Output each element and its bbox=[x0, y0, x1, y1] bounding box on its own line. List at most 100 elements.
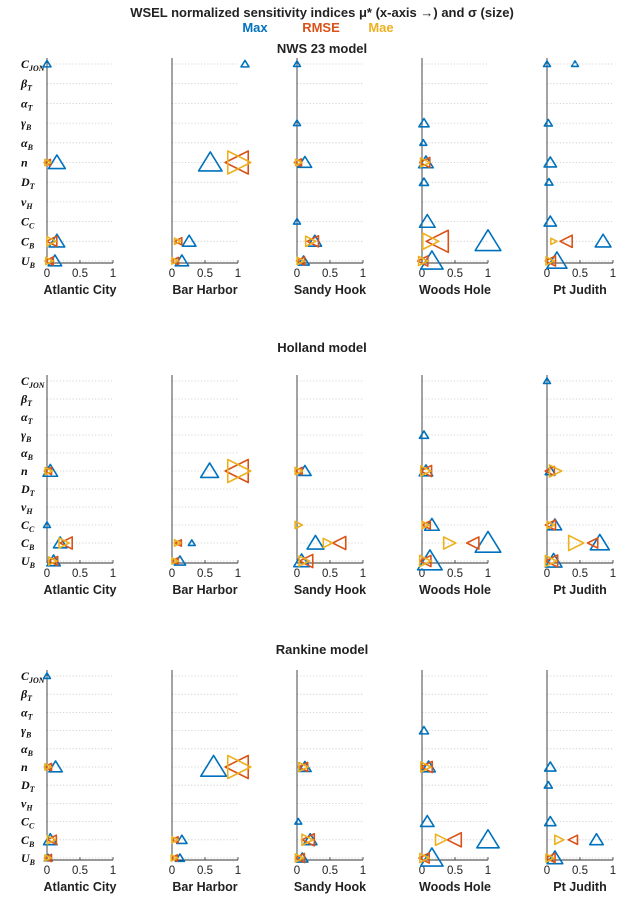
marker-mae bbox=[550, 237, 558, 246]
marker-mae bbox=[44, 256, 54, 266]
parameter-label: CB bbox=[21, 536, 35, 552]
marker-mae bbox=[544, 554, 558, 568]
marker-mae bbox=[419, 852, 430, 864]
marker-mae bbox=[419, 465, 432, 477]
marker-max bbox=[542, 377, 552, 385]
x-tick-label: 1 bbox=[235, 568, 241, 580]
model-title: Rankine model bbox=[276, 642, 368, 657]
x-tick-label: 0 bbox=[294, 268, 300, 280]
parameter-label: βT bbox=[20, 687, 33, 703]
marker-mae bbox=[567, 534, 585, 552]
site-label: Woods Hole bbox=[419, 583, 491, 597]
parameter-label: CC bbox=[21, 815, 35, 831]
model-row-2: Rankine model CJON βT αT γB αB n DT νH CC CB UB 0 0.5… bbox=[20, 642, 616, 894]
site-label: Sandy Hook bbox=[294, 583, 366, 597]
marker-mae bbox=[44, 854, 52, 862]
panel-atlantic-city: 0 0.5 1 Atlantic City bbox=[42, 58, 580, 297]
marker-rmse bbox=[425, 229, 450, 254]
marker-rmse bbox=[306, 234, 320, 248]
marker-mae bbox=[546, 520, 556, 530]
x-tick-label: 1 bbox=[485, 268, 491, 280]
site-label: Atlantic City bbox=[44, 283, 117, 297]
x-tick-label: 0.5 bbox=[197, 568, 213, 580]
x-tick-label: 0.5 bbox=[447, 865, 463, 877]
parameter-label: νH bbox=[21, 500, 33, 516]
marker-max bbox=[418, 177, 430, 187]
x-tick-label: 0.5 bbox=[72, 865, 88, 877]
x-tick-label: 0 bbox=[169, 268, 175, 280]
panel-atlantic-city: 0 0.5 1 Atlantic City bbox=[42, 375, 117, 597]
parameter-label: DT bbox=[20, 778, 36, 794]
panel-sandy-hook: 0 0.5 1 Sandy Hook bbox=[292, 58, 366, 297]
panel-woods-hole: 0 0.5 1 Woods Hole bbox=[416, 58, 502, 297]
model-title: Holland model bbox=[277, 340, 367, 355]
parameter-label: DT bbox=[20, 482, 36, 498]
site-label: Bar Harbor bbox=[172, 283, 237, 297]
marker-mae bbox=[421, 520, 431, 530]
parameter-label: n bbox=[21, 156, 28, 170]
x-tick-label: 1 bbox=[110, 268, 116, 280]
marker-max bbox=[594, 233, 612, 248]
x-tick-label: 0 bbox=[169, 865, 175, 877]
marker-max bbox=[543, 118, 554, 127]
marker-max bbox=[42, 672, 52, 680]
marker-mae bbox=[46, 235, 57, 247]
marker-max bbox=[306, 534, 325, 550]
marker-max bbox=[42, 59, 52, 68]
marker-rmse bbox=[559, 234, 573, 249]
marker-mae bbox=[294, 466, 304, 476]
marker-mae bbox=[44, 763, 52, 771]
marker-mae bbox=[171, 557, 179, 565]
marker-mae bbox=[226, 754, 252, 780]
x-tick-label: 1 bbox=[610, 568, 616, 580]
x-tick-label: 0.5 bbox=[572, 268, 588, 280]
x-tick-label: 0.5 bbox=[322, 268, 338, 280]
marker-max bbox=[476, 828, 500, 849]
marker-max bbox=[419, 814, 435, 828]
marker-mae bbox=[419, 157, 431, 168]
marker-rmse bbox=[465, 536, 480, 550]
marker-max bbox=[416, 549, 443, 571]
panel-pt-judith: 0 0.5 1 Pt Judith bbox=[543, 670, 616, 894]
marker-mae bbox=[545, 256, 555, 266]
x-tick-label: 0 bbox=[294, 865, 300, 877]
x-tick-label: 0.5 bbox=[322, 865, 338, 877]
parameter-label: CJON bbox=[21, 57, 46, 73]
x-tick-label: 1 bbox=[610, 865, 616, 877]
parameter-label: βT bbox=[20, 392, 33, 408]
parameter-label: UB bbox=[21, 851, 36, 867]
parameter-label: αB bbox=[21, 446, 34, 462]
marker-max bbox=[546, 251, 568, 270]
x-tick-label: 0 bbox=[419, 865, 425, 877]
marker-mae bbox=[294, 158, 303, 167]
marker-max bbox=[42, 521, 52, 529]
parameter-label: αB bbox=[21, 136, 34, 152]
marker-rmse bbox=[586, 537, 599, 549]
x-tick-label: 0.5 bbox=[572, 568, 588, 580]
site-label: Bar Harbor bbox=[172, 880, 237, 894]
x-tick-label: 1 bbox=[235, 865, 241, 877]
marker-max bbox=[543, 780, 554, 789]
x-tick-label: 1 bbox=[110, 568, 116, 580]
x-tick-label: 1 bbox=[235, 268, 241, 280]
x-tick-label: 0 bbox=[419, 268, 425, 280]
marker-mae bbox=[419, 761, 432, 773]
marker-rmse bbox=[331, 535, 347, 551]
marker-mae bbox=[46, 834, 57, 845]
marker-max bbox=[419, 138, 428, 147]
marker-max bbox=[292, 217, 302, 225]
marker-max bbox=[187, 539, 197, 547]
panel-pt-judith: 0 0.5 1 Pt Judith bbox=[542, 58, 616, 297]
panel-pt-judith: 0 0.5 1 Pt Judith bbox=[542, 375, 616, 597]
site-label: Bar Harbor bbox=[172, 583, 237, 597]
x-tick-label: 1 bbox=[610, 268, 616, 280]
site-label: Pt Judith bbox=[553, 880, 606, 894]
parameter-label: CC bbox=[21, 215, 35, 231]
marker-rmse bbox=[224, 458, 250, 484]
marker-max bbox=[543, 761, 557, 772]
marker-max bbox=[292, 119, 302, 127]
x-tick-label: 0.5 bbox=[322, 568, 338, 580]
marker-max bbox=[588, 832, 605, 846]
marker-mae bbox=[173, 539, 182, 547]
site-label: Sandy Hook bbox=[294, 283, 366, 297]
